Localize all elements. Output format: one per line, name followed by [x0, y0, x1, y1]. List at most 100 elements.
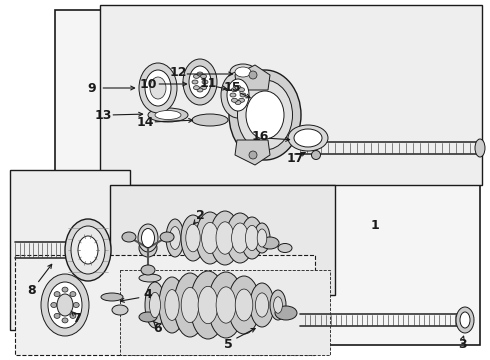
- Polygon shape: [100, 5, 482, 185]
- Ellipse shape: [170, 226, 180, 249]
- Text: 15: 15: [223, 81, 241, 94]
- Text: 5: 5: [223, 338, 232, 351]
- Text: 17: 17: [286, 152, 304, 165]
- Ellipse shape: [166, 219, 184, 257]
- Ellipse shape: [73, 302, 79, 307]
- Ellipse shape: [230, 93, 236, 97]
- Ellipse shape: [227, 79, 249, 111]
- Ellipse shape: [241, 217, 263, 259]
- Ellipse shape: [165, 289, 179, 320]
- Ellipse shape: [216, 287, 236, 323]
- Text: 10: 10: [139, 77, 157, 90]
- Ellipse shape: [312, 150, 320, 159]
- Ellipse shape: [192, 114, 228, 126]
- Ellipse shape: [208, 272, 244, 338]
- Ellipse shape: [202, 80, 208, 84]
- Ellipse shape: [150, 77, 166, 99]
- Ellipse shape: [257, 229, 267, 247]
- Ellipse shape: [235, 100, 241, 104]
- Ellipse shape: [200, 86, 207, 90]
- Ellipse shape: [41, 274, 89, 336]
- Ellipse shape: [235, 289, 253, 321]
- Ellipse shape: [145, 282, 165, 328]
- Ellipse shape: [475, 139, 485, 157]
- Ellipse shape: [197, 72, 203, 76]
- Ellipse shape: [54, 292, 60, 297]
- Ellipse shape: [197, 88, 203, 92]
- Text: 2: 2: [196, 208, 204, 221]
- Ellipse shape: [261, 237, 279, 249]
- Ellipse shape: [194, 86, 199, 90]
- Ellipse shape: [138, 224, 158, 252]
- Ellipse shape: [139, 312, 157, 322]
- Ellipse shape: [148, 108, 188, 122]
- Ellipse shape: [71, 226, 105, 274]
- Ellipse shape: [231, 98, 238, 102]
- Ellipse shape: [70, 314, 76, 318]
- Ellipse shape: [48, 282, 82, 328]
- Polygon shape: [15, 255, 315, 355]
- Ellipse shape: [139, 274, 161, 282]
- Polygon shape: [235, 65, 270, 90]
- Text: 4: 4: [144, 288, 152, 302]
- Ellipse shape: [239, 88, 245, 92]
- Ellipse shape: [65, 219, 111, 281]
- Ellipse shape: [112, 305, 128, 315]
- Ellipse shape: [288, 125, 328, 151]
- Ellipse shape: [200, 75, 207, 78]
- Text: 11: 11: [199, 77, 217, 90]
- Ellipse shape: [221, 72, 255, 118]
- Text: 13: 13: [94, 108, 112, 122]
- Ellipse shape: [231, 88, 238, 92]
- Ellipse shape: [273, 297, 282, 313]
- Ellipse shape: [62, 318, 68, 323]
- Ellipse shape: [228, 276, 260, 334]
- Ellipse shape: [294, 129, 322, 147]
- Ellipse shape: [240, 93, 246, 97]
- Ellipse shape: [239, 98, 245, 102]
- Ellipse shape: [232, 223, 248, 253]
- Ellipse shape: [139, 63, 177, 113]
- Ellipse shape: [249, 71, 257, 79]
- Ellipse shape: [270, 290, 286, 320]
- Ellipse shape: [183, 59, 217, 105]
- Ellipse shape: [139, 239, 157, 257]
- Polygon shape: [120, 270, 330, 355]
- Text: 9: 9: [88, 81, 97, 95]
- Ellipse shape: [160, 232, 174, 242]
- Text: 1: 1: [370, 219, 379, 231]
- Ellipse shape: [250, 283, 274, 327]
- Ellipse shape: [460, 312, 470, 328]
- Ellipse shape: [54, 314, 60, 318]
- Text: 3: 3: [458, 338, 466, 351]
- Ellipse shape: [216, 222, 234, 254]
- Text: 14: 14: [136, 116, 154, 129]
- Ellipse shape: [254, 223, 270, 253]
- Ellipse shape: [78, 236, 98, 264]
- Ellipse shape: [186, 224, 200, 252]
- Ellipse shape: [181, 287, 199, 323]
- Ellipse shape: [226, 213, 254, 263]
- Ellipse shape: [196, 212, 224, 264]
- Text: 16: 16: [251, 130, 269, 143]
- Ellipse shape: [70, 292, 76, 297]
- Ellipse shape: [229, 70, 301, 160]
- Text: 7: 7: [72, 311, 80, 324]
- Ellipse shape: [249, 151, 257, 159]
- Ellipse shape: [101, 293, 123, 301]
- Polygon shape: [110, 185, 335, 295]
- Ellipse shape: [201, 222, 219, 253]
- Ellipse shape: [155, 111, 181, 120]
- Ellipse shape: [210, 211, 240, 265]
- Ellipse shape: [238, 80, 293, 150]
- Ellipse shape: [456, 307, 474, 333]
- Ellipse shape: [57, 294, 73, 316]
- Ellipse shape: [189, 66, 211, 98]
- Polygon shape: [235, 140, 270, 165]
- Text: 12: 12: [169, 66, 187, 78]
- Ellipse shape: [235, 67, 251, 77]
- Text: 6: 6: [154, 321, 162, 334]
- Ellipse shape: [190, 271, 226, 339]
- Ellipse shape: [142, 229, 154, 248]
- Ellipse shape: [149, 292, 161, 318]
